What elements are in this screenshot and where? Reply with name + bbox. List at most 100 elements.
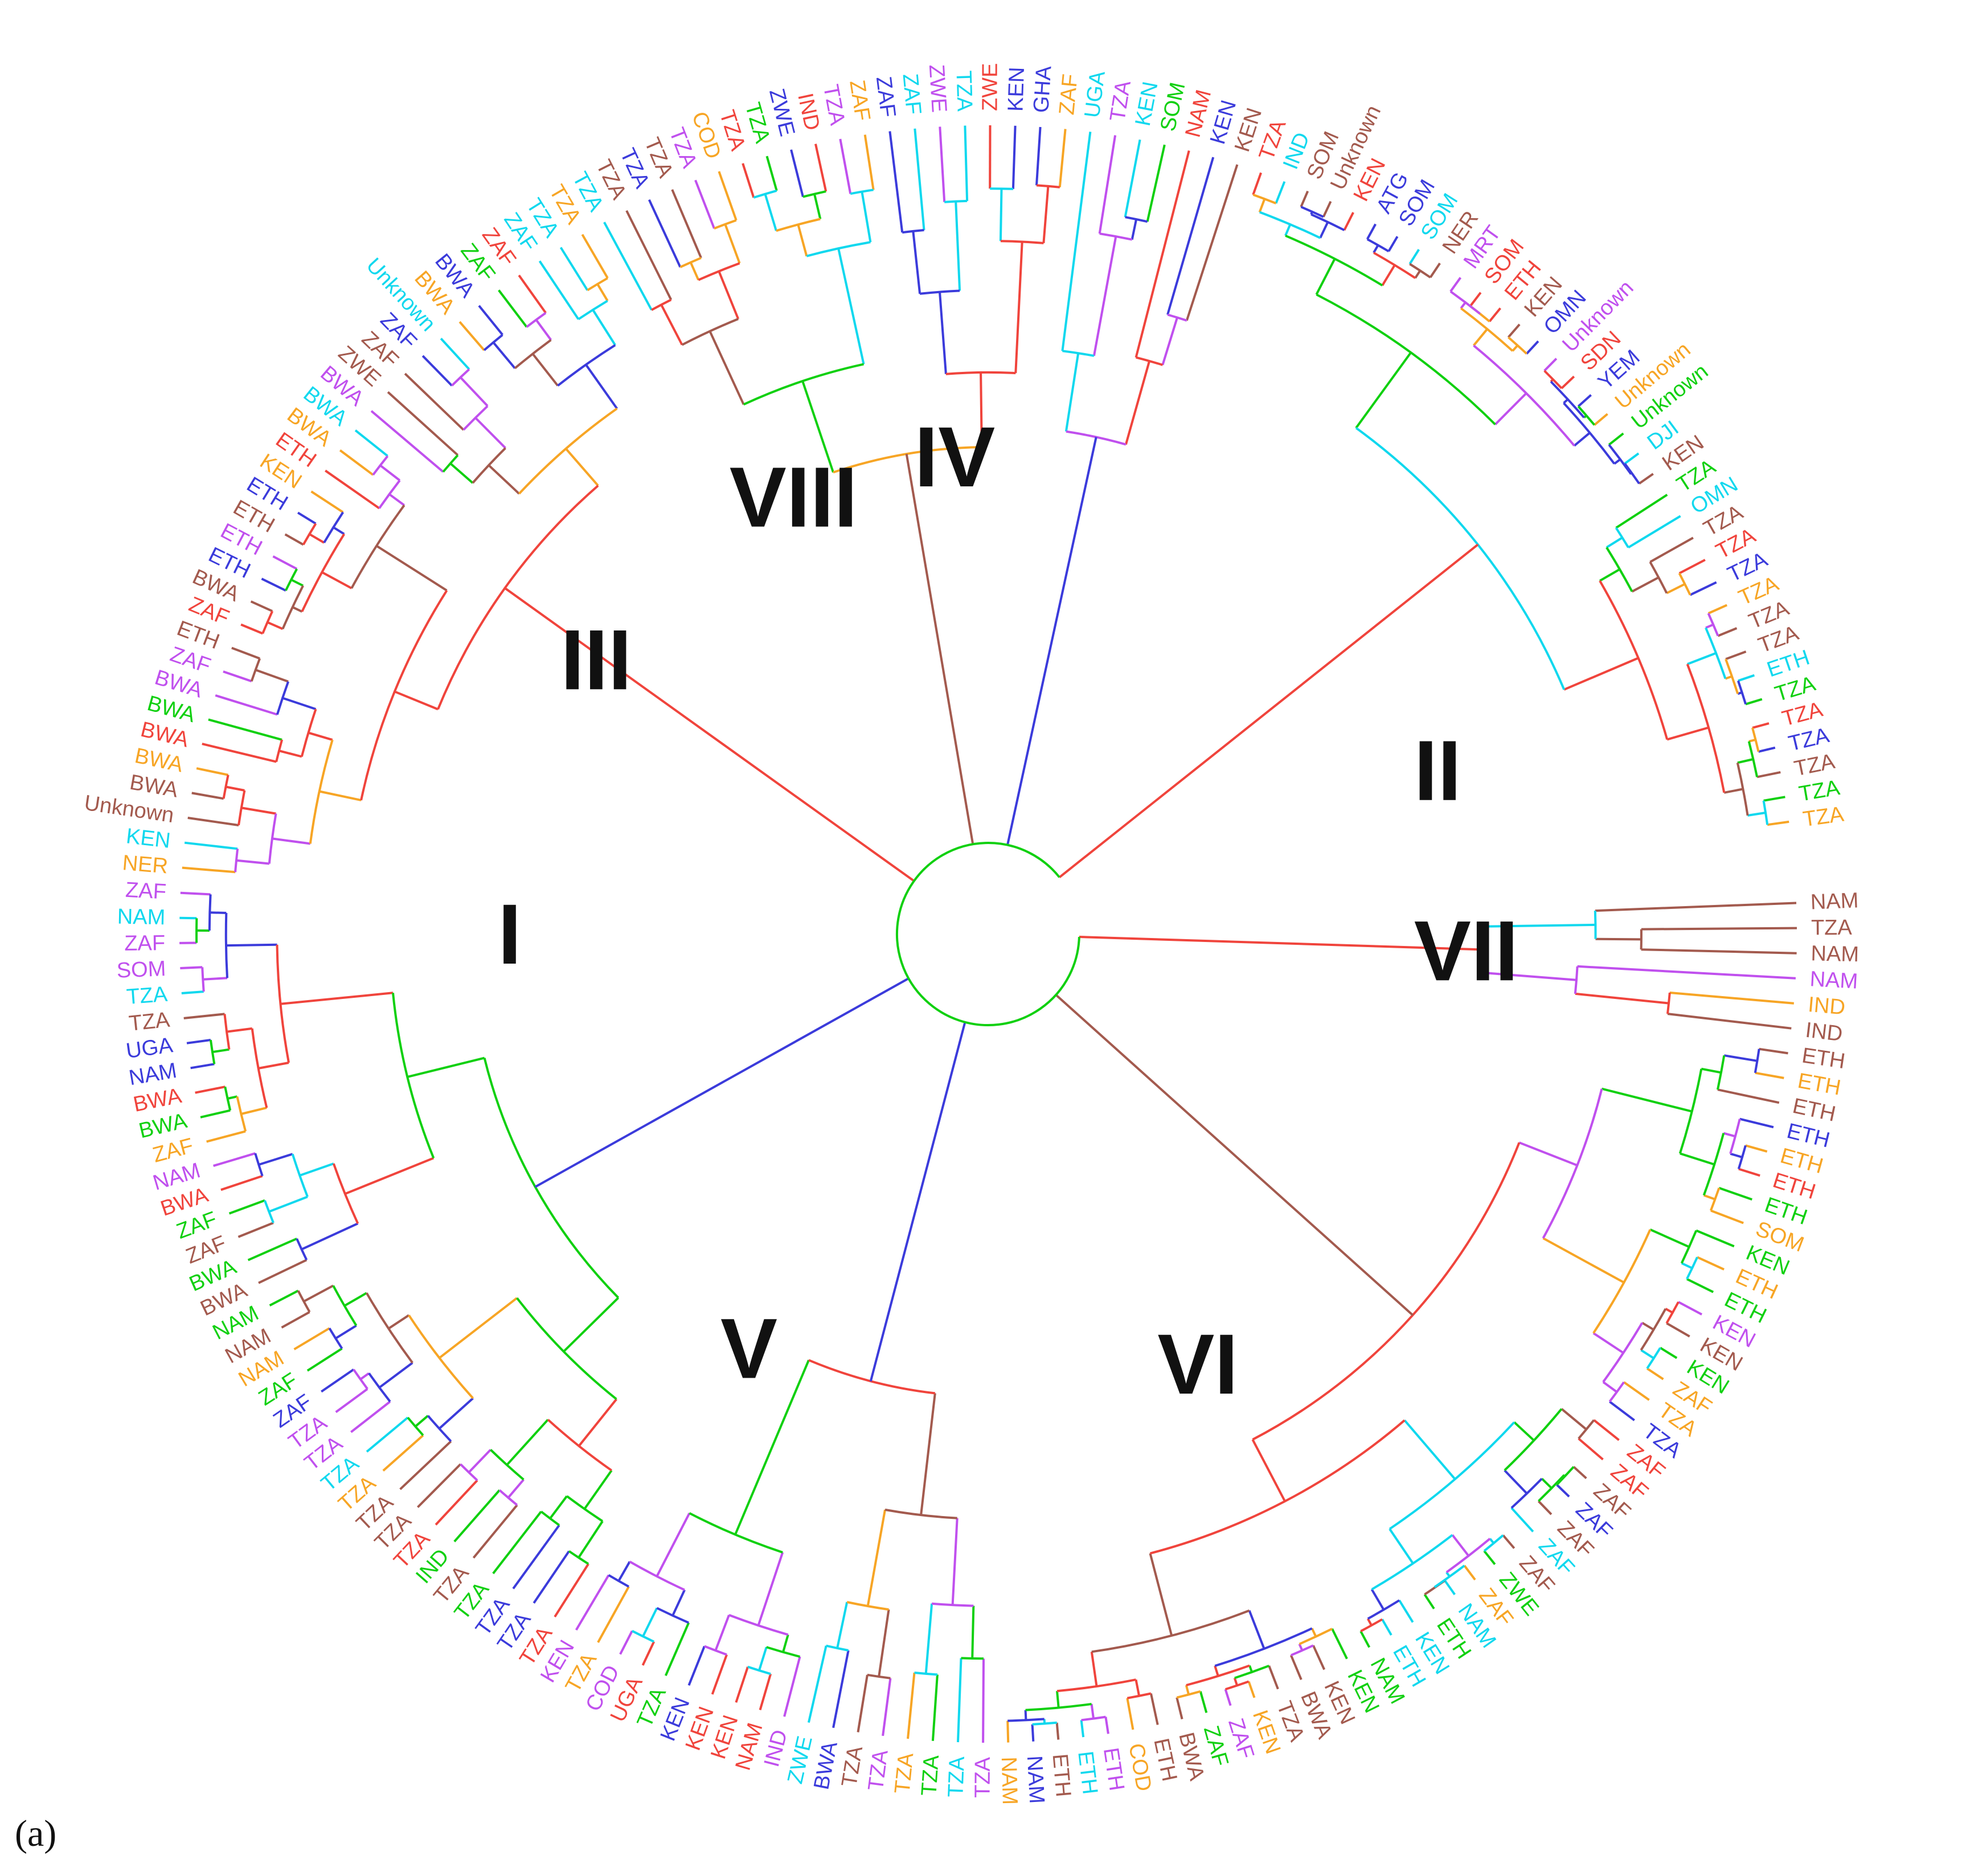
branch-arc <box>1036 184 1060 189</box>
branch-line <box>184 841 238 850</box>
branch-line <box>724 224 741 264</box>
branch-line <box>415 1415 429 1428</box>
clade-label: VII <box>1414 903 1518 998</box>
branch-line <box>309 533 325 544</box>
branch-line <box>782 1634 789 1653</box>
branch-line <box>1755 1071 1784 1079</box>
branch-arc <box>1710 1187 1721 1211</box>
branch-line <box>836 1601 849 1649</box>
branch-line <box>1310 1628 1317 1637</box>
branch-line <box>924 1603 933 1674</box>
branch-line <box>603 222 653 311</box>
branch-arc <box>753 189 777 199</box>
branch-line <box>1666 583 1686 595</box>
branch-arc <box>250 658 261 682</box>
leaf-label: ZAF <box>125 878 167 904</box>
leaf-label: GHA <box>1029 65 1056 114</box>
branch-line <box>1284 224 1292 236</box>
branch-line <box>1488 307 1501 322</box>
branch-line <box>378 1362 413 1388</box>
branch-line <box>303 1284 334 1302</box>
branch-line <box>213 1152 256 1168</box>
branch-line <box>1146 144 1166 222</box>
branch-line <box>1725 675 1733 680</box>
branch-arc <box>1578 1419 1595 1440</box>
branch-line <box>1595 937 1641 941</box>
branch-line <box>1594 413 1608 426</box>
branch-arc <box>1705 627 1727 679</box>
branch-line <box>215 694 278 716</box>
branch-line <box>1224 1689 1232 1706</box>
leaf-label: ETH <box>1073 1750 1102 1796</box>
branch-arc <box>1538 1474 1566 1502</box>
branch-arc <box>608 1574 629 1588</box>
branch-line <box>388 1314 409 1330</box>
branch-line <box>190 1063 215 1070</box>
leaf-label: ETH <box>1800 1043 1846 1074</box>
branch-line <box>350 1400 391 1433</box>
branch-line <box>1135 150 1190 358</box>
branch-arc <box>631 1629 655 1643</box>
branch-arc <box>1186 1664 1250 1686</box>
branch-line <box>1031 1724 1035 1742</box>
branch-line <box>255 669 289 683</box>
branch-line <box>1387 236 1399 252</box>
branch-arc <box>1556 1466 1575 1486</box>
branch-line <box>839 138 852 194</box>
branch-arc <box>1234 1665 1269 1680</box>
branch-line <box>1602 1087 1693 1113</box>
branch-line <box>1444 1580 1456 1595</box>
branch-line <box>1248 1665 1253 1673</box>
branch-line <box>863 134 875 190</box>
branch-line <box>195 1086 226 1094</box>
branch-line <box>1678 559 1706 575</box>
branch-line <box>1472 328 1488 346</box>
branch-line <box>187 817 239 826</box>
branch-line <box>1747 812 1766 817</box>
branch-line <box>1507 323 1521 338</box>
branch-line <box>1602 1381 1618 1393</box>
branch-line <box>1556 1484 1570 1498</box>
branch-line <box>181 990 204 994</box>
leaf-label: TZA <box>128 1008 171 1036</box>
branch-line <box>980 372 983 448</box>
branch-line <box>1686 1278 1714 1293</box>
branch-line <box>1701 1067 1722 1074</box>
branch-line <box>619 1630 633 1655</box>
branch-arc <box>350 504 406 589</box>
branch-line <box>1631 576 1660 593</box>
branch-arc <box>1460 307 1514 352</box>
leaf-label: NER <box>121 851 169 878</box>
branch-line <box>1483 972 1577 981</box>
branch-line <box>210 911 227 914</box>
branch-line <box>208 718 282 741</box>
branch-line <box>366 1416 409 1453</box>
branch-line <box>200 1109 231 1119</box>
branch-line <box>765 155 778 191</box>
branch-line <box>1723 1054 1758 1062</box>
branch-line <box>1615 494 1668 529</box>
branch-arc <box>1259 211 1321 239</box>
panel-label: (a) <box>15 1813 57 1854</box>
branch-arc <box>1594 911 1597 939</box>
branch-line <box>290 579 304 587</box>
branch-line <box>759 1673 772 1710</box>
branch-line <box>282 697 317 710</box>
branch-line <box>648 199 682 268</box>
branch-line <box>535 319 552 341</box>
branch-arc <box>1608 444 1632 475</box>
branch-line <box>453 1489 501 1543</box>
branch-arc <box>1707 613 1719 637</box>
leaf-label: TZA <box>952 70 977 112</box>
branch-line <box>711 1654 728 1695</box>
branch-line <box>689 261 700 281</box>
branch-arc <box>802 190 826 198</box>
branch-arc <box>1300 206 1324 218</box>
branch-line <box>492 1510 542 1575</box>
branch-line <box>196 767 229 776</box>
branch-line <box>1312 1645 1326 1670</box>
branch-line <box>1577 965 1796 980</box>
branch-arc <box>498 1489 518 1506</box>
branch-arc <box>1608 1381 1625 1403</box>
branch-line <box>261 577 286 592</box>
